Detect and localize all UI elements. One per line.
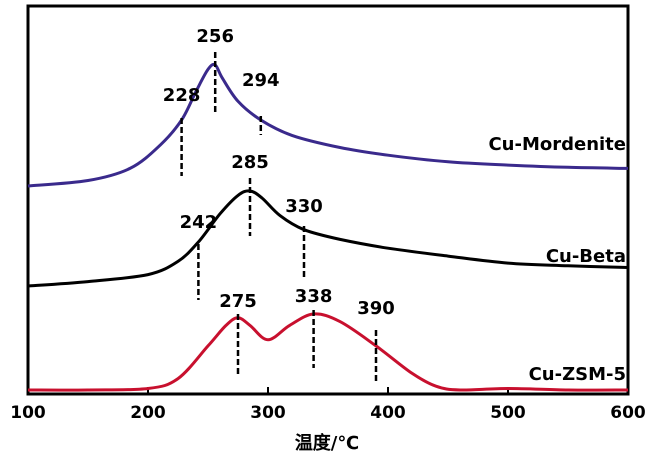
x-tick-label: 400 — [370, 403, 406, 423]
peak-label-cu-beta: 285 — [231, 152, 269, 173]
peak-label-cu-zsm-5: 390 — [357, 298, 395, 319]
plot-frame — [26, 4, 630, 396]
peak-label-cu-zsm-5: 338 — [295, 286, 333, 307]
peak-label-cu-zsm-5: 275 — [219, 291, 257, 312]
x-tick-label: 600 — [610, 403, 646, 423]
x-axis-title: 温度/℃ — [295, 432, 359, 454]
series-label-cu-mordenite: Cu-Mordenite — [488, 134, 626, 155]
x-tick-label: 100 — [10, 403, 46, 423]
series-label-cu-zsm-5: Cu-ZSM-5 — [529, 364, 626, 385]
x-tick-label: 500 — [490, 403, 526, 423]
series-line-cu-mordenite — [27, 62, 629, 188]
peak-label-cu-beta: 242 — [180, 212, 218, 233]
series-label-cu-beta: Cu-Beta — [546, 246, 626, 267]
series-line-cu-zsm-5 — [27, 312, 629, 392]
plot-border — [26, 4, 630, 396]
x-tick-label: 300 — [250, 403, 286, 423]
peak-annotations: 228 256 294 242 285 330 275 338 390 — [163, 26, 395, 382]
peak-label-cu-mordenite: 256 — [196, 26, 234, 47]
series-labels: Cu-Mordenite Cu-Beta Cu-ZSM-5 — [488, 134, 626, 385]
peak-label-cu-mordenite: 228 — [163, 85, 201, 106]
x-axis: 100 200 300 400 500 600 — [10, 387, 646, 423]
peak-label-cu-beta: 330 — [285, 196, 323, 217]
series-line-cu-beta — [27, 189, 629, 288]
x-tick-label: 200 — [130, 403, 166, 423]
series-group — [27, 62, 629, 392]
peak-label-cu-mordenite: 294 — [242, 70, 280, 91]
